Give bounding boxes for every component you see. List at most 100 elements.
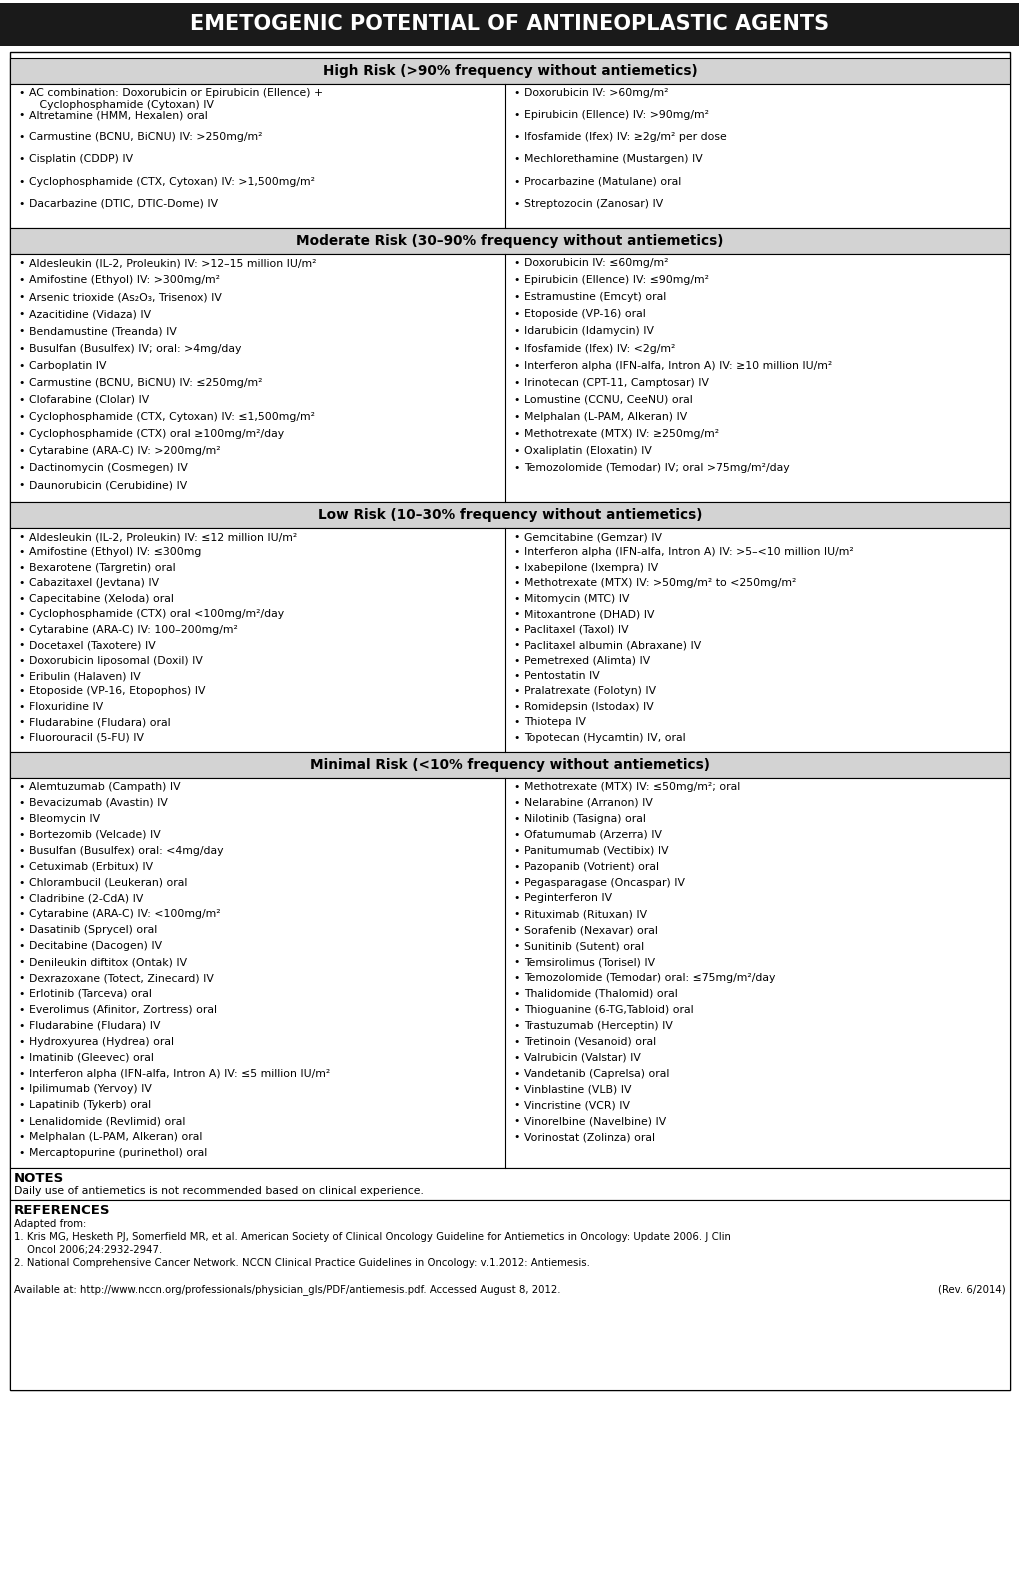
Text: Pegasparagase (Oncaspar) IV: Pegasparagase (Oncaspar) IV — [524, 878, 685, 888]
Bar — [10, 1168, 1009, 1201]
Text: Chlorambucil (Leukeran) oral: Chlorambucil (Leukeran) oral — [29, 878, 187, 888]
Text: Romidepsin (Istodax) IV: Romidepsin (Istodax) IV — [524, 702, 653, 712]
Text: •: • — [513, 326, 519, 337]
Text: Gemcitabine (Gemzar) IV: Gemcitabine (Gemzar) IV — [524, 532, 661, 543]
Text: Low Risk (10–30% frequency without antiemetics): Low Risk (10–30% frequency without antie… — [318, 508, 701, 522]
Text: •: • — [513, 813, 519, 824]
Text: •: • — [513, 846, 519, 856]
Text: Tretinoin (Vesanoid) oral: Tretinoin (Vesanoid) oral — [524, 1036, 655, 1047]
Bar — [10, 501, 1009, 528]
Text: •: • — [18, 989, 24, 998]
Text: Temsirolimus (Torisel) IV: Temsirolimus (Torisel) IV — [524, 957, 654, 967]
Text: •: • — [513, 275, 519, 285]
Text: •: • — [18, 732, 24, 744]
Text: •: • — [18, 89, 24, 98]
Text: •: • — [18, 111, 24, 120]
Text: •: • — [18, 593, 24, 604]
Text: Moderate Risk (30–90% frequency without antiemetics): Moderate Risk (30–90% frequency without … — [297, 234, 722, 248]
Text: Fludarabine (Fludara) IV: Fludarabine (Fludara) IV — [29, 1020, 160, 1031]
Text: •: • — [513, 155, 519, 165]
Text: Imatinib (Gleevec) oral: Imatinib (Gleevec) oral — [29, 1052, 154, 1063]
Text: Cyclophosphamide (CTX) oral ≥100mg/m²/day: Cyclophosphamide (CTX) oral ≥100mg/m²/da… — [29, 429, 284, 440]
Text: Pemetrexed (Alimta) IV: Pemetrexed (Alimta) IV — [524, 655, 650, 666]
Text: •: • — [513, 111, 519, 120]
Text: •: • — [513, 1101, 519, 1111]
Text: •: • — [18, 481, 24, 490]
Text: Decitabine (Dacogen) IV: Decitabine (Dacogen) IV — [29, 941, 162, 951]
Text: Estramustine (Emcyt) oral: Estramustine (Emcyt) oral — [524, 293, 665, 302]
Text: •: • — [513, 199, 519, 209]
Text: •: • — [18, 155, 24, 165]
Text: Methotrexate (MTX) IV: ≥250mg/m²: Methotrexate (MTX) IV: ≥250mg/m² — [524, 429, 718, 440]
Text: NOTES: NOTES — [14, 1172, 64, 1185]
Text: •: • — [18, 925, 24, 935]
Text: •: • — [18, 717, 24, 728]
Text: •: • — [18, 378, 24, 388]
Text: (Rev. 6/2014): (Rev. 6/2014) — [937, 1285, 1005, 1294]
Text: •: • — [18, 957, 24, 967]
Text: •: • — [18, 641, 24, 650]
Text: •: • — [18, 1101, 24, 1111]
Text: Adapted from:: Adapted from: — [14, 1220, 87, 1229]
Text: Paclitaxel albumin (Abraxane) IV: Paclitaxel albumin (Abraxane) IV — [524, 641, 701, 650]
Text: Dexrazoxane (Totect, Zinecard) IV: Dexrazoxane (Totect, Zinecard) IV — [29, 973, 214, 982]
Text: Lenalidomide (Revlimid) oral: Lenalidomide (Revlimid) oral — [29, 1117, 185, 1126]
Text: •: • — [513, 1133, 519, 1142]
Text: Temozolomide (Temodar) IV; oral >75mg/m²/day: Temozolomide (Temodar) IV; oral >75mg/m²… — [524, 464, 789, 473]
Text: •: • — [513, 894, 519, 903]
Text: •: • — [18, 1149, 24, 1158]
Text: Amifostine (Ethyol) IV: ≤300mg: Amifostine (Ethyol) IV: ≤300mg — [29, 547, 201, 557]
Text: •: • — [18, 782, 24, 793]
Text: Temozolomide (Temodar) oral: ≤75mg/m²/day: Temozolomide (Temodar) oral: ≤75mg/m²/da… — [524, 973, 774, 982]
Text: •: • — [513, 609, 519, 619]
Text: Cabazitaxel (Jevtana) IV: Cabazitaxel (Jevtana) IV — [29, 579, 159, 589]
Text: Carmustine (BCNU, BiCNU) IV: >250mg/m²: Carmustine (BCNU, BiCNU) IV: >250mg/m² — [29, 133, 262, 142]
Text: •: • — [513, 925, 519, 935]
Text: •: • — [18, 532, 24, 543]
Bar — [10, 52, 1009, 1391]
Text: •: • — [513, 579, 519, 589]
Text: •: • — [18, 702, 24, 712]
Text: •: • — [513, 1052, 519, 1063]
Text: •: • — [513, 563, 519, 573]
Text: •: • — [18, 797, 24, 808]
Text: Cytarabine (ARA-C) IV: <100mg/m²: Cytarabine (ARA-C) IV: <100mg/m² — [29, 910, 220, 919]
Text: •: • — [18, 177, 24, 187]
Text: •: • — [513, 464, 519, 473]
Text: •: • — [513, 973, 519, 982]
Text: Cyclophosphamide (CTX) oral <100mg/m²/day: Cyclophosphamide (CTX) oral <100mg/m²/da… — [29, 609, 284, 619]
Text: •: • — [18, 275, 24, 285]
Text: Carmustine (BCNU, BiCNU) IV: ≤250mg/m²: Carmustine (BCNU, BiCNU) IV: ≤250mg/m² — [29, 378, 262, 388]
Text: •: • — [513, 702, 519, 712]
Text: •: • — [18, 258, 24, 267]
Text: Bleomycin IV: Bleomycin IV — [29, 813, 100, 824]
Text: •: • — [18, 464, 24, 473]
Text: •: • — [18, 671, 24, 680]
Text: •: • — [513, 396, 519, 405]
Text: •: • — [18, 411, 24, 422]
Bar — [10, 751, 1009, 778]
Text: Bevacizumab (Avastin) IV: Bevacizumab (Avastin) IV — [29, 797, 168, 808]
Text: •: • — [513, 717, 519, 728]
Text: •: • — [513, 1117, 519, 1126]
Text: Cytarabine (ARA-C) IV: >200mg/m²: Cytarabine (ARA-C) IV: >200mg/m² — [29, 446, 220, 456]
Text: Idarubicin (Idamycin) IV: Idarubicin (Idamycin) IV — [524, 326, 653, 337]
Text: •: • — [18, 941, 24, 951]
Text: Alemtuzumab (Campath) IV: Alemtuzumab (Campath) IV — [29, 782, 180, 793]
Text: •: • — [18, 655, 24, 666]
Text: •: • — [18, 1020, 24, 1031]
Text: •: • — [18, 199, 24, 209]
Bar — [10, 59, 1009, 84]
Bar — [10, 1201, 1009, 1391]
Text: Melphalan (L-PAM, Alkeran) oral: Melphalan (L-PAM, Alkeran) oral — [29, 1133, 202, 1142]
Text: Floxuridine IV: Floxuridine IV — [29, 702, 103, 712]
Text: •: • — [513, 782, 519, 793]
Text: Vincristine (VCR) IV: Vincristine (VCR) IV — [524, 1101, 630, 1111]
Text: •: • — [513, 446, 519, 456]
Text: •: • — [18, 1084, 24, 1095]
Text: •: • — [513, 910, 519, 919]
Text: •: • — [18, 1036, 24, 1047]
Text: Vorinostat (Zolinza) oral: Vorinostat (Zolinza) oral — [524, 1133, 654, 1142]
Text: Epirubicin (Ellence) IV: >90mg/m²: Epirubicin (Ellence) IV: >90mg/m² — [524, 111, 708, 120]
Text: •: • — [18, 547, 24, 557]
